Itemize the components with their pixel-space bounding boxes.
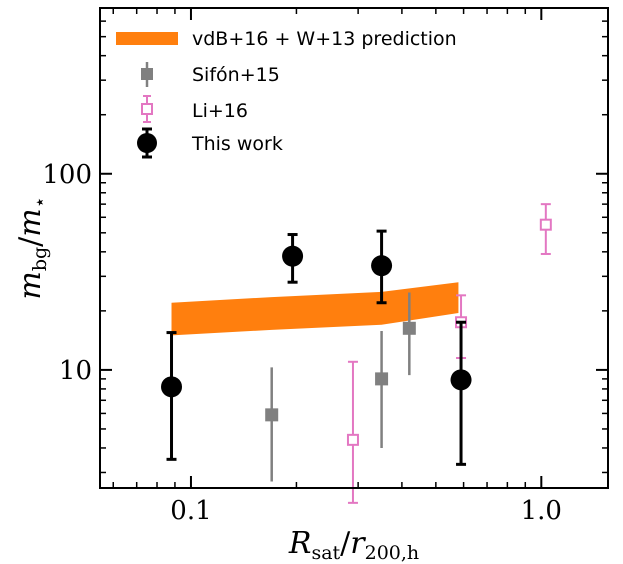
point-this-work-3	[450, 369, 472, 391]
legend-marker-this-work	[137, 133, 157, 153]
legend-swatch-band	[116, 32, 178, 45]
point-li-0	[346, 433, 359, 446]
prediction-band	[171, 282, 459, 336]
point-sifon-1	[375, 372, 389, 386]
y-tick-label-1: 100	[42, 160, 92, 190]
point-sifon-2	[402, 321, 416, 335]
plot-frame	[99, 7, 609, 489]
axis-ticks: 0.1 1.0 10 100	[42, 8, 608, 526]
y-axis-label: mbg/m⋆	[13, 196, 51, 299]
legend-marker-sifon	[141, 68, 153, 80]
point-sifon-0	[265, 408, 279, 422]
point-this-work-2	[371, 255, 393, 277]
legend-label-band: vdB+16 + W+13 prediction	[192, 28, 457, 50]
point-this-work-1	[282, 245, 304, 267]
legend-marker-li	[141, 103, 153, 115]
series-sifon	[265, 292, 416, 482]
x-tick-label-0: 0.1	[170, 496, 211, 526]
legend-label-li: Li+16	[192, 100, 248, 122]
legend: vdB+16 + W+13 prediction Sifón+15 Li+16 …	[116, 28, 457, 159]
series-this-work	[161, 229, 472, 466]
legend-label-this-work: This work	[191, 133, 283, 155]
point-this-work-0	[161, 376, 183, 398]
series-li	[346, 203, 552, 504]
legend-label-sifon: Sifón+15	[192, 64, 280, 86]
point-li-2	[539, 218, 552, 231]
x-tick-label-1: 1.0	[521, 496, 562, 526]
plot-area	[161, 203, 552, 504]
x-axis-label: Rsat/r200,h	[288, 526, 419, 564]
y-tick-label-0: 10	[59, 356, 92, 386]
